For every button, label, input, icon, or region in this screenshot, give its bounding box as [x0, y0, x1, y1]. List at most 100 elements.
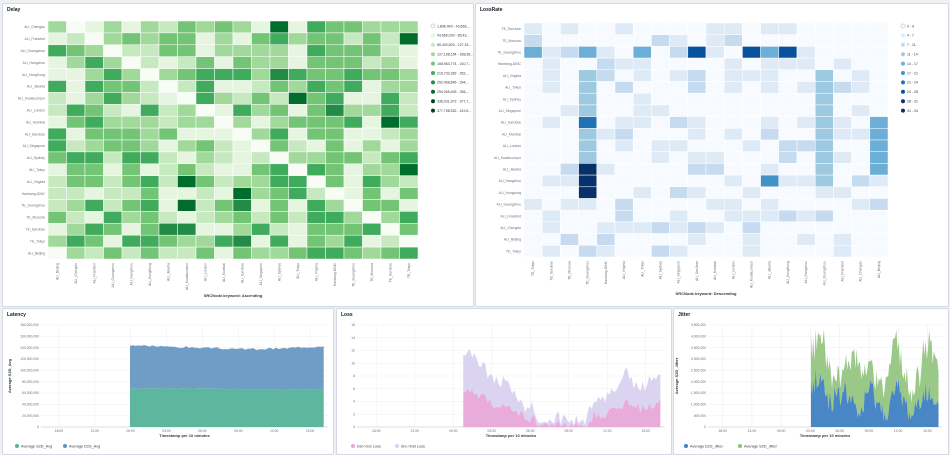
heatmap-cell[interactable]: [651, 116, 670, 129]
heatmap-cell[interactable]: [778, 128, 798, 141]
heatmap-cell[interactable]: [251, 56, 271, 69]
heatmap-cell[interactable]: [177, 68, 197, 81]
heatmap-cell[interactable]: [288, 56, 308, 69]
heatmap-cell[interactable]: [869, 174, 889, 188]
heatmap-cell[interactable]: [778, 69, 798, 82]
heatmap-cell[interactable]: [541, 209, 561, 223]
heatmap-cell[interactable]: [651, 128, 670, 141]
heatmap-cell[interactable]: [578, 186, 598, 199]
heatmap-cell[interactable]: [669, 186, 689, 199]
heatmap-cell[interactable]: [325, 20, 345, 34]
heatmap-cell[interactable]: [578, 128, 598, 141]
heatmap-cell[interactable]: [796, 22, 816, 35]
heatmap-cell[interactable]: [523, 245, 543, 258]
heatmap-cell[interactable]: [669, 245, 689, 258]
heatmap-cell[interactable]: [669, 34, 689, 47]
heatmap-cell[interactable]: [705, 46, 725, 59]
heatmap-cell[interactable]: [66, 44, 86, 57]
heatmap-cell[interactable]: [232, 68, 252, 81]
heatmap-cell[interactable]: [158, 175, 178, 188]
heatmap-cell[interactable]: [614, 57, 634, 71]
series-src-dst-loss[interactable]: [463, 348, 661, 427]
heatmap-cell[interactable]: [632, 92, 652, 106]
heatmap-cell[interactable]: [325, 175, 345, 188]
jitter-chart[interactable]: 4,500,000 4,000,000 3,500,000 3,000,000 2,50…: [674, 309, 948, 454]
heatmap-cell[interactable]: [66, 127, 86, 141]
heatmap-cell[interactable]: [195, 175, 215, 188]
heatmap-cell[interactable]: [687, 57, 707, 71]
heatmap-cell[interactable]: [362, 127, 382, 141]
heatmap-cell[interactable]: [343, 32, 363, 46]
heatmap-cell[interactable]: [596, 92, 616, 106]
heatmap-cell[interactable]: [796, 57, 816, 71]
heatmap-cell[interactable]: [651, 139, 670, 152]
heatmap-cell[interactable]: [158, 223, 178, 236]
heatmap-cell[interactable]: [869, 198, 889, 211]
heatmap-cell[interactable]: [851, 151, 871, 164]
heatmap-cell[interactable]: [47, 80, 67, 93]
heatmap-cell[interactable]: [103, 139, 123, 153]
heatmap-cell[interactable]: [578, 174, 598, 188]
heatmap-cell[interactable]: [614, 139, 634, 152]
heatmap-cell[interactable]: [541, 116, 561, 129]
heatmap-cell[interactable]: [177, 115, 197, 129]
heatmap-cell[interactable]: [140, 32, 160, 46]
heatmap-cell[interactable]: [288, 151, 308, 165]
heatmap-cell[interactable]: [195, 127, 215, 141]
heatmap-cell[interactable]: [669, 69, 689, 82]
heatmap-cell[interactable]: [596, 139, 616, 152]
heatmap-cell[interactable]: [66, 175, 86, 188]
heatmap-cell[interactable]: [306, 56, 326, 69]
heatmap-cell[interactable]: [760, 46, 780, 59]
heatmap-cell[interactable]: [705, 186, 725, 199]
heatmap-cell[interactable]: [814, 116, 834, 129]
heatmap-cell[interactable]: [541, 22, 561, 35]
heatmap-cell[interactable]: [232, 127, 252, 141]
heatmap-cell[interactable]: [742, 221, 761, 234]
heatmap-cell[interactable]: [362, 246, 382, 260]
heatmap-cell[interactable]: [796, 174, 816, 188]
heatmap-cell[interactable]: [632, 22, 652, 35]
heatmap-cell[interactable]: [651, 69, 670, 82]
heatmap-cell[interactable]: [177, 223, 197, 236]
heatmap-cell[interactable]: [869, 163, 889, 176]
heatmap-cell[interactable]: [47, 104, 67, 117]
heatmap-cell[interactable]: [47, 151, 67, 165]
heatmap-cell[interactable]: [380, 211, 400, 224]
heatmap-cell[interactable]: [760, 163, 780, 176]
heatmap-cell[interactable]: [851, 186, 871, 199]
heatmap-cell[interactable]: [343, 92, 363, 105]
heatmap-cell[interactable]: [84, 163, 104, 176]
heatmap-cell[interactable]: [343, 151, 363, 165]
heatmap-cell[interactable]: [742, 22, 761, 35]
heatmap-cell[interactable]: [614, 186, 634, 199]
heatmap-cell[interactable]: [158, 20, 178, 34]
heatmap-cell[interactable]: [380, 151, 400, 165]
heatmap-cell[interactable]: [778, 57, 798, 71]
heatmap-cell[interactable]: [760, 104, 780, 117]
heatmap-cell[interactable]: [84, 234, 104, 248]
heatmap-cell[interactable]: [578, 139, 598, 152]
heatmap-cell[interactable]: [578, 209, 598, 223]
heatmap-cell[interactable]: [158, 187, 178, 200]
heatmap-cell[interactable]: [560, 34, 579, 47]
heatmap-cell[interactable]: [778, 186, 798, 199]
heatmap-cell[interactable]: [596, 151, 616, 164]
heatmap-cell[interactable]: [632, 198, 652, 211]
heatmap-cell[interactable]: [705, 81, 725, 94]
heatmap-cell[interactable]: [232, 175, 252, 188]
heatmap-cell[interactable]: [214, 234, 234, 248]
heatmap-cell[interactable]: [796, 81, 816, 94]
heatmap-cell[interactable]: [362, 139, 382, 153]
heatmap-cell[interactable]: [380, 246, 400, 260]
heatmap-cell[interactable]: [760, 209, 780, 223]
heatmap-cell[interactable]: [158, 80, 178, 93]
heatmap-cell[interactable]: [560, 104, 579, 117]
heatmap-cell[interactable]: [760, 128, 780, 141]
heatmap-cell[interactable]: [778, 233, 798, 246]
heatmap-cell[interactable]: [343, 127, 363, 141]
heatmap-cell[interactable]: [121, 199, 141, 212]
heatmap-cell[interactable]: [796, 139, 816, 152]
heatmap-cell[interactable]: [121, 44, 141, 57]
heatmap-cell[interactable]: [814, 22, 834, 35]
